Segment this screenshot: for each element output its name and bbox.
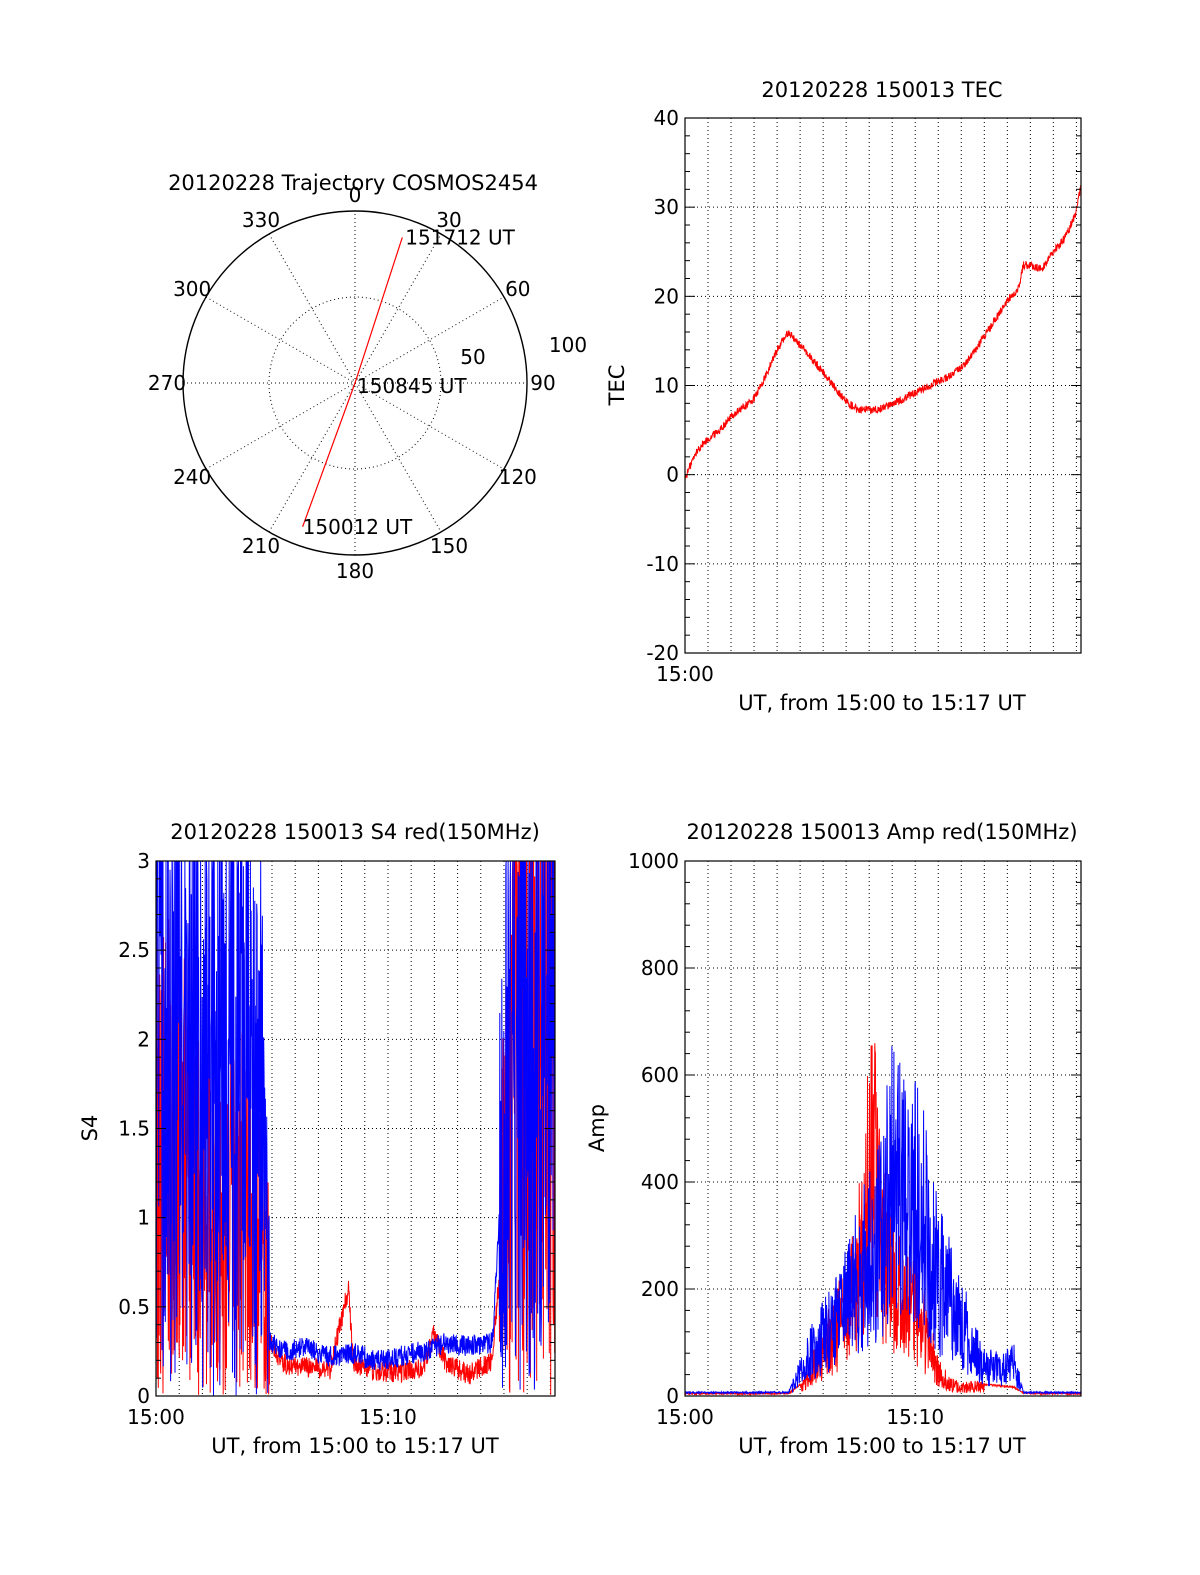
azimuth-label-150: 150 xyxy=(430,534,468,558)
amp-x-ticks: 15:00 15:10 xyxy=(656,1405,944,1429)
azimuth-label-330: 330 xyxy=(242,208,280,232)
tec-ytick-label-3: 10 xyxy=(654,374,679,398)
amp-x-axis-label: UT, from 15:00 to 15:17 UT xyxy=(738,1434,1026,1458)
azimuth-label-90: 90 xyxy=(530,371,555,395)
track-start-time: 150012 UT xyxy=(303,515,413,539)
tec-ytick-label-6: 40 xyxy=(654,106,679,130)
tec-series xyxy=(684,184,1082,482)
tec-y-ticks: -20 -10 0 10 20 30 40 xyxy=(646,106,1081,665)
s4-xtick-label-0: 15:00 xyxy=(127,1405,185,1429)
s4-ytick-label-5: 2.5 xyxy=(118,938,150,962)
azimuth-label-270: 270 xyxy=(148,371,186,395)
s4-series-line-1 xyxy=(155,860,556,1396)
s4-ytick-label-0: 0 xyxy=(137,1384,150,1408)
tec-ytick-label-2: 0 xyxy=(666,463,679,487)
zenith-50-circle xyxy=(268,296,442,470)
azimuth-label-240: 240 xyxy=(173,465,211,489)
tec-ytick-label-5: 30 xyxy=(654,195,679,219)
radial-label-100: 100 xyxy=(549,333,587,357)
tec-x-axis-label: UT, from 15:00 to 15:17 UT xyxy=(738,691,1026,715)
tec-x-ticks: 15:00 xyxy=(656,662,714,686)
tec-ytick-label-4: 20 xyxy=(654,284,679,308)
tec-ytick-label-0: -20 xyxy=(646,641,679,665)
amp-y-axis-label: Amp xyxy=(585,1104,609,1152)
s4-y-ticks: 0 0.5 1 1.5 2 2.5 3 xyxy=(118,849,555,1408)
amp-y-ticks: 0 200 400 600 800 1000 xyxy=(628,849,1081,1408)
trajectory-polar-plot: 20120228 Trajectory COSMOS2454 0 30 60 90 12… xyxy=(148,171,587,583)
azimuth-label-210: 210 xyxy=(242,534,280,558)
s4-xtick-label-1: 15:10 xyxy=(359,1405,417,1429)
amp-ytick-label-1: 200 xyxy=(641,1277,679,1301)
s4-ytick-label-4: 2 xyxy=(137,1027,150,1051)
s4-series xyxy=(155,860,556,1396)
amp-panel: 20120228 150013 Amp red(150MHz) 0 200 400 6… xyxy=(585,820,1082,1458)
azimuth-label-120: 120 xyxy=(499,465,537,489)
s4-x-ticks: 15:00 15:10 xyxy=(127,1405,417,1429)
trajectory-title: 20120228 Trajectory COSMOS2454 xyxy=(168,171,538,195)
s4-panel: 20120228 150013 S4 red(150MHz) 0 0.5 1 1.5 2… xyxy=(78,820,556,1458)
azimuth-label-60: 60 xyxy=(505,277,530,301)
tec-grid xyxy=(685,118,1081,653)
s4-y-axis-label: S4 xyxy=(78,1115,102,1142)
amp-ytick-label-0: 0 xyxy=(666,1384,679,1408)
amp-xtick-label-1: 15:10 xyxy=(886,1405,944,1429)
tec-panel: 20120228 150013 TEC -20 -10 0 10 20 30 40 15:0… xyxy=(605,78,1082,715)
satellite-track xyxy=(302,237,403,528)
amp-plot-frame xyxy=(684,860,1082,1397)
amp-series-line-1 xyxy=(684,1046,1082,1396)
s4-title: 20120228 150013 S4 red(150MHz) xyxy=(170,820,540,844)
amp-series-line-0 xyxy=(684,1043,1081,1397)
azimuth-label-0: 0 xyxy=(349,183,362,207)
s4-x-axis-label: UT, from 15:00 to 15:17 UT xyxy=(211,1434,499,1458)
s4-ytick-label-3: 1.5 xyxy=(118,1117,150,1141)
amp-title: 20120228 150013 Amp red(150MHz) xyxy=(686,820,1077,844)
amp-xtick-label-0: 15:00 xyxy=(656,1405,714,1429)
azimuth-labels: 0 30 60 90 120 150 180 210 240 270 300 330 xyxy=(148,183,556,583)
radial-label-50: 50 xyxy=(460,345,485,369)
track-middle-time: 150845 UT xyxy=(357,374,467,398)
tec-xtick-label-0: 15:00 xyxy=(656,662,714,686)
s4-ytick-label-2: 1 xyxy=(137,1206,150,1230)
s4-grid xyxy=(156,861,555,1396)
azimuth-label-30: 30 xyxy=(436,208,461,232)
tec-ytick-label-1: -10 xyxy=(646,552,679,576)
tec-y-axis-label: TEC xyxy=(605,365,629,407)
amp-ytick-label-2: 400 xyxy=(641,1170,679,1194)
s4-ytick-label-6: 3 xyxy=(137,849,150,873)
amp-ytick-label-5: 1000 xyxy=(628,849,679,873)
tec-title: 20120228 150013 TEC xyxy=(761,78,1002,102)
azimuth-label-300: 300 xyxy=(173,277,211,301)
azimuth-label-180: 180 xyxy=(336,559,374,583)
amp-ytick-label-4: 800 xyxy=(641,956,679,980)
amp-series xyxy=(684,1043,1082,1397)
track-end-time: 151712 UT xyxy=(405,225,515,249)
tec-series-line-0 xyxy=(684,184,1082,482)
s4-ytick-label-1: 0.5 xyxy=(118,1295,150,1319)
amp-ytick-label-3: 600 xyxy=(641,1063,679,1087)
